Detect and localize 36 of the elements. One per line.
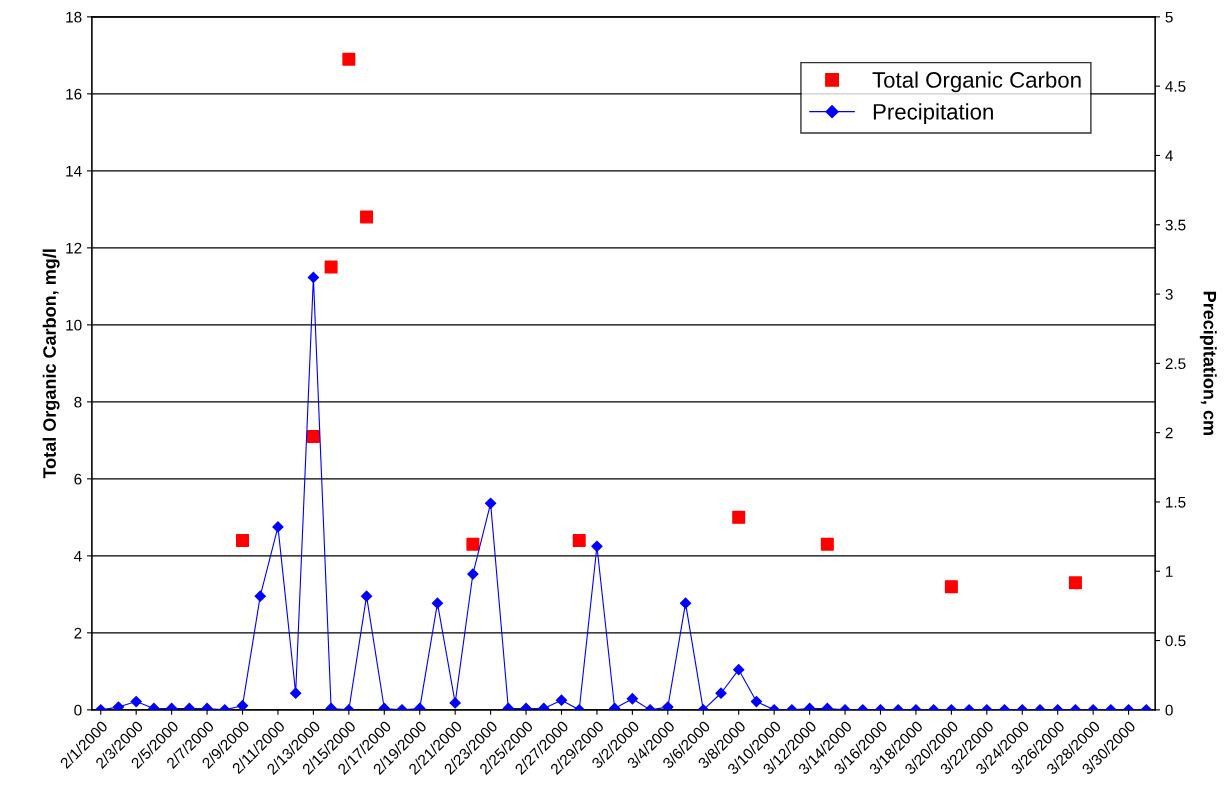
y2-tick-label: 5 [1165,11,1173,23]
y2-tick-label: 4.5 [1165,81,1186,92]
y-tick-label: 8 [74,396,82,408]
y2-tick-label: 1 [1166,566,1173,577]
y2-tick-label: 4 [1165,150,1173,161]
y2-tick-label: 3 [1165,288,1173,300]
y-tick-label: 2 [74,627,82,639]
point [236,533,250,547]
point [360,210,374,224]
y-tick-label: 0 [74,704,82,716]
y-tick-label: 6 [74,473,82,485]
point [820,537,834,551]
y2-tick-label: 1.5 [1166,496,1186,508]
legend-label: Total Organic Carbon [872,71,1081,93]
y-tick-label: 16 [66,88,82,100]
y-tick-label: 12 [66,242,82,254]
point [342,52,356,66]
y2-tick-label: 3.5 [1165,219,1186,231]
y-axis-title: Total Organic Carbon, mg/l [42,249,60,479]
point [466,537,480,551]
y2-tick-label: 2.5 [1165,358,1186,370]
y-tick-label: 4 [74,550,82,562]
y-tick-label: 18 [66,11,82,23]
y-tick-label: 10 [66,319,82,331]
y-tick-label: 14 [66,165,82,177]
point [944,580,958,594]
point [324,260,338,274]
y2-axis-title: Precipitation, cm [1199,291,1217,435]
point [732,510,746,524]
legend-label: Precipitation [873,103,993,125]
y2-tick-label: 0 [1165,704,1173,716]
point [306,430,320,444]
y2-tick-label: 2 [1165,427,1173,439]
point [572,533,586,547]
point [1068,576,1082,590]
y2-tick-label: 0.5 [1165,635,1186,647]
